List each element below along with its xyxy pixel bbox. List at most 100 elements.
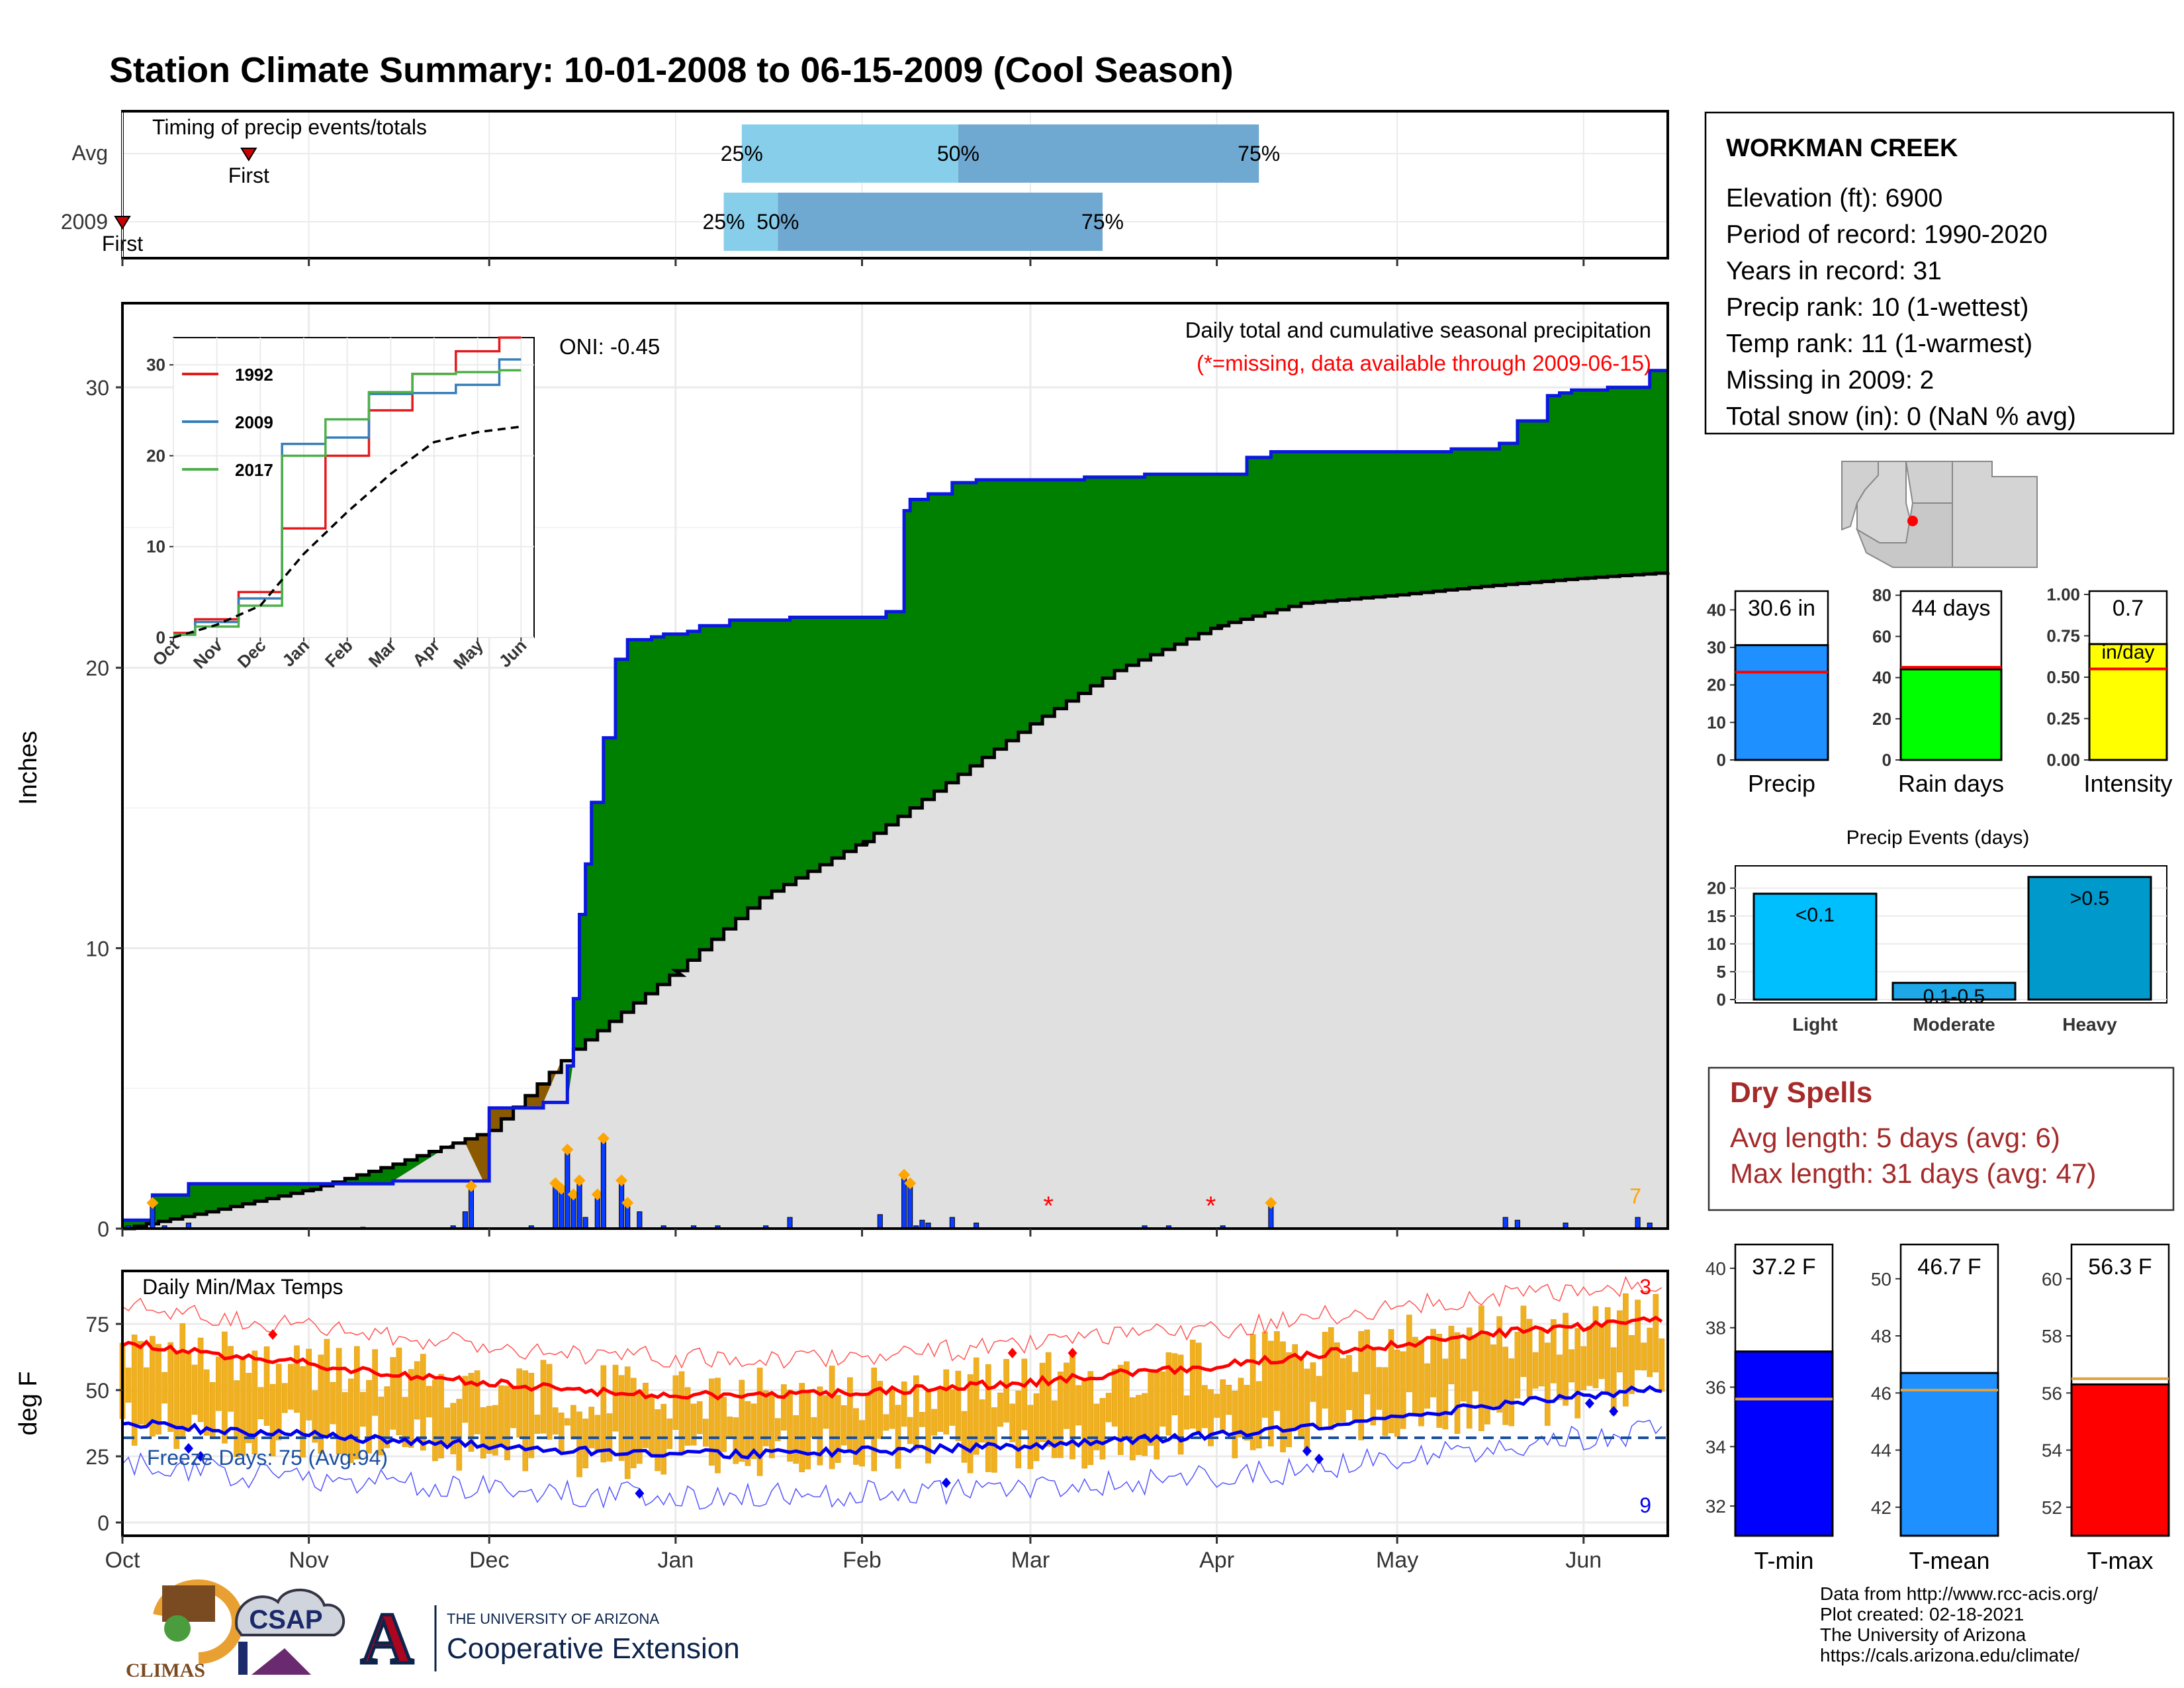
temp-stat-value-label: 56.3 F	[2088, 1254, 2152, 1280]
daily-temp-bar	[191, 1364, 198, 1415]
station-info-box: WORKMAN CREEK Elevation (ft): 6900 Perio…	[1704, 111, 2175, 435]
daily-temp-bar	[624, 1366, 631, 1479]
stat-y-tick-label: 30	[1707, 637, 1726, 657]
daily-temp-bar	[1484, 1334, 1490, 1425]
x-tick-label: Jun	[1565, 1548, 1602, 1573]
daily-temp-bar	[1202, 1385, 1208, 1429]
daily-temp-bar	[1015, 1390, 1022, 1469]
daily-temp-bar	[1160, 1371, 1166, 1427]
temp-stat-value-label: 37.2 F	[1752, 1254, 1815, 1280]
stat-category-label: Precip	[1748, 770, 1815, 797]
events-title: Precip Events (days)	[1846, 827, 2030, 849]
daily-temp-bar	[216, 1356, 222, 1411]
stat-y-tick-label: 60	[1872, 626, 1891, 646]
timing-panel: Timing of precip events/totals Avg 2009 …	[61, 110, 2042, 259]
daily-temp-bar	[372, 1349, 378, 1416]
freeze-days-label: Freeze Days: 75 (Avg:94)	[147, 1446, 388, 1470]
daily-temp-bar	[408, 1369, 414, 1448]
timing-bars	[723, 124, 1259, 251]
timing-first-marker-icon	[240, 148, 257, 162]
daily-temp-bar	[1653, 1293, 1659, 1373]
daily-temp-bar	[1479, 1305, 1484, 1431]
daily-temp-bar	[1045, 1352, 1052, 1447]
daily-temp-bar	[612, 1364, 619, 1432]
daily-temp-bar	[847, 1377, 853, 1452]
daily-temp-bar	[1551, 1319, 1557, 1383]
daily-temp-bar	[630, 1378, 637, 1468]
daily-temp-bar	[1352, 1372, 1358, 1423]
timing-p25-label: 25%	[703, 210, 745, 234]
daily-temp-bar	[1051, 1400, 1058, 1458]
csap-cloud-icon	[235, 1588, 345, 1636]
temp-stat-y-tick-label: 52	[2042, 1497, 2062, 1518]
daily-temp-bar	[1196, 1342, 1202, 1434]
stat-y-tick-label: 0.00	[2046, 750, 2080, 770]
daily-precip-bar	[1268, 1205, 1274, 1229]
heavy-day-diamond-icon	[597, 1132, 610, 1145]
station-line: Elevation (ft): 6900	[1726, 184, 1942, 212]
daily-temp-bar	[805, 1390, 811, 1470]
temp-stat-y-tick-label: 42	[1871, 1497, 1891, 1518]
stat-y-tick-label: 40	[1872, 668, 1891, 688]
daily-temp-bar	[402, 1397, 408, 1448]
daily-temp-bar	[703, 1419, 709, 1447]
daily-temp-bar	[877, 1381, 884, 1439]
daily-temp-bar	[1502, 1346, 1508, 1425]
daily-temp-bar	[173, 1352, 180, 1449]
timing-title: Timing of precip events/totals	[152, 115, 427, 139]
daily-precip-bar	[570, 1197, 576, 1229]
max-precip-count: 7	[1629, 1184, 1641, 1208]
daily-temp-bar	[582, 1419, 588, 1469]
surplus-area	[122, 370, 1668, 1229]
missing-day-marker: *	[1206, 1192, 1216, 1221]
csap-logo: CSAP	[235, 1588, 345, 1675]
dry-spells-max: Max length: 31 days (avg: 47)	[1730, 1158, 2096, 1189]
temp-stat-y-tick-label: 44	[1871, 1440, 1891, 1461]
temp-stat-y-tick-label: 58	[2042, 1326, 2062, 1346]
daily-temp-bar	[751, 1403, 757, 1459]
daily-precip-bar	[582, 1217, 588, 1229]
x-tick-label: Oct	[105, 1548, 140, 1573]
temp-y-tick-label: 75	[85, 1313, 109, 1336]
daily-temp-bar	[1586, 1326, 1593, 1386]
daily-temp-bar	[378, 1396, 384, 1456]
daily-temp-bar	[522, 1370, 529, 1472]
daily-temp-bar	[125, 1367, 132, 1403]
daily-temp-bar	[1382, 1367, 1388, 1436]
daily-temp-bar	[997, 1392, 1003, 1427]
daily-temp-bar	[269, 1383, 276, 1456]
temp-title: Daily Min/Max Temps	[142, 1275, 343, 1299]
stat-value-bar	[2088, 643, 2168, 761]
station-name: WORKMAN CREEK	[1726, 134, 1958, 162]
daily-temp-bar	[1111, 1368, 1118, 1427]
stat-y-tick-label: 20	[1707, 675, 1726, 695]
daily-temp-bar	[931, 1409, 937, 1436]
daily-temp-bar	[438, 1374, 444, 1459]
daily-temp-bar	[655, 1409, 660, 1472]
daily-temp-bar	[341, 1392, 348, 1456]
daily-temp-bar	[727, 1416, 733, 1437]
timing-first-marker-icon	[114, 216, 131, 230]
precip-y-label: Inches	[15, 731, 42, 805]
heavy-day-diamond-icon	[555, 1182, 568, 1195]
missing-note: (*=missing, data available through 2009-…	[1197, 351, 1651, 375]
temp-record-diamond-icon	[1007, 1348, 1017, 1358]
temp-stat-y-tick-label: 46	[1871, 1383, 1891, 1403]
daily-temp-bar	[336, 1348, 342, 1454]
station-line: Missing in 2009: 2	[1726, 366, 1934, 395]
daily-temp-bar	[775, 1418, 781, 1442]
events-bar-label: >0.5	[2070, 888, 2109, 910]
inset-lines	[173, 336, 522, 639]
heavy-day-diamond-icon	[621, 1197, 634, 1209]
station-frame	[1704, 111, 2175, 435]
heavy-day-diamond-icon	[567, 1188, 580, 1201]
daily-temp-bar	[1087, 1371, 1094, 1466]
daily-temp-bar	[1322, 1332, 1328, 1409]
daily-temp-bar	[528, 1372, 535, 1458]
daily-temp-bar	[1154, 1372, 1160, 1460]
stat-y-tick-label: 0.75	[2046, 626, 2080, 646]
daily-temp-bar	[1520, 1305, 1527, 1378]
daily-precip-bar	[787, 1217, 793, 1229]
dry-spells-title: Dry Spells	[1730, 1076, 1872, 1109]
